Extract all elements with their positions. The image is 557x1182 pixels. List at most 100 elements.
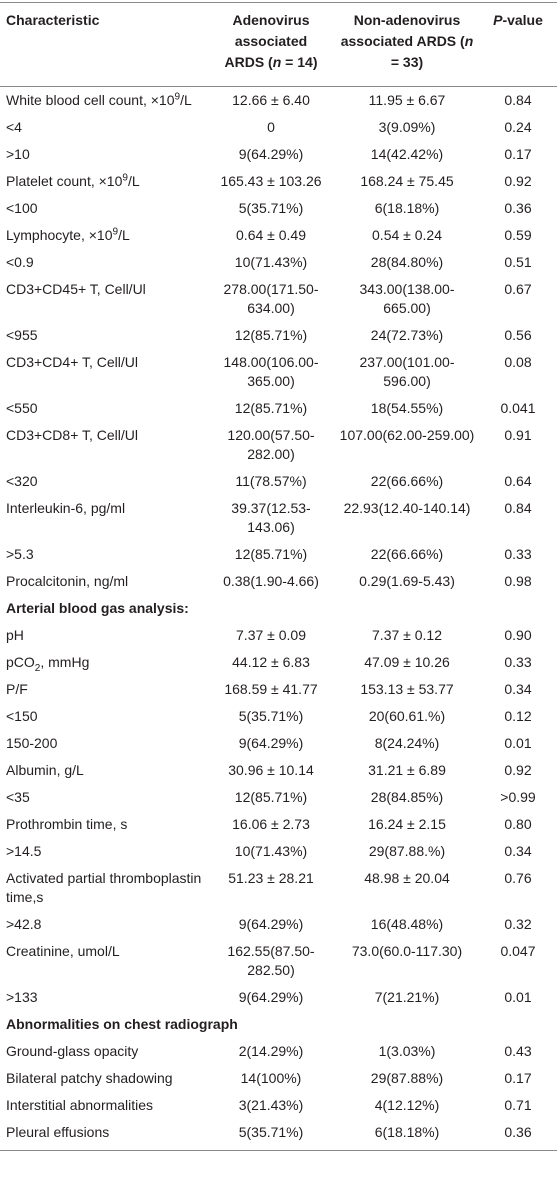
table-cell: 168.59 ± 41.77	[224, 681, 318, 697]
table-row: Arterial blood gas analysis:	[0, 595, 557, 622]
table-cell: 0.59	[504, 227, 532, 243]
table-cell: 0.32	[504, 916, 532, 932]
table-cell: 0.12	[504, 708, 532, 724]
header-row: Characteristic Adenovirus associated ARDS…	[0, 2, 557, 87]
table-cell: 0.047	[500, 943, 536, 959]
table-cell: 7.37 ± 0.12	[372, 627, 442, 643]
table-cell: 0.36	[479, 1119, 557, 1151]
table-cell: 0.64	[504, 473, 532, 489]
row-label: Prothrombin time, s	[6, 816, 128, 832]
table-cell: 153.13 ± 53.77	[360, 681, 454, 697]
cell-text-part: 9	[112, 226, 119, 238]
table-cell: 0.84	[504, 500, 532, 516]
row-label: CD3+CD8+ T, Cell/Ul	[6, 427, 139, 443]
table-cell: 0.041	[500, 400, 536, 416]
table-row: >5.3 12(85.71%) 22(66.66%) 0.33	[0, 541, 557, 568]
table-cell: 0.71	[504, 1097, 532, 1113]
cell-text-part: Lymphocyte, ×10	[6, 227, 113, 243]
table-cell: 16.06 ± 2.73	[232, 816, 310, 832]
table-cell: 0	[267, 119, 275, 135]
table-row: Abnormalities on chest radiograph	[0, 1011, 557, 1038]
table-cell: 51.23 ± 28.21	[228, 870, 314, 886]
table-cell: 0.80	[504, 816, 532, 832]
table-row: Bilateral patchy shadowing 14(100%) 29(87.…	[0, 1065, 557, 1092]
cell-text-part: pCO	[6, 654, 35, 670]
cell-text-part: 2	[34, 662, 41, 674]
table-cell: 8(24.24%)	[374, 735, 440, 751]
table-cell: 0.90	[504, 627, 532, 643]
table-row: Creatinine, umol/L 162.55(87.50-282.50) 73…	[0, 938, 557, 984]
row-label: Platelet count, ×109/L	[0, 168, 207, 195]
table-cell: 0.92	[504, 762, 532, 778]
row-label: Bilateral patchy shadowing	[6, 1070, 173, 1086]
row-label: pCO2, mmHg	[0, 649, 207, 676]
cell-text-part: /L	[118, 227, 130, 243]
cell-text-part: n	[272, 54, 282, 70]
row-label: <550	[6, 400, 38, 416]
table-cell: 0.98	[504, 573, 532, 589]
cell-text-part: = 33)	[390, 54, 424, 70]
table-cell: 12(85.71%)	[234, 327, 308, 343]
row-label: Lymphocyte, ×109/L	[0, 222, 207, 249]
table-row: >14.5 10(71.43%) 29(87.88.%) 0.34	[0, 838, 557, 865]
table-row: <320 11(78.57%) 22(66.66%) 0.64	[0, 468, 557, 495]
table-cell: 9(64.29%)	[238, 989, 304, 1005]
table-cell: 0.64 ± 0.49	[236, 227, 306, 243]
table-row: Platelet count, ×109/L 165.43 ± 103.26 168…	[0, 168, 557, 195]
table-header: Characteristic Adenovirus associated ARDS…	[0, 2, 557, 87]
table-cell: >0.99	[500, 789, 536, 805]
row-label: <100	[6, 200, 38, 216]
cell-text-part: White blood cell count, ×10	[6, 92, 175, 108]
table-cell: 12(85.71%)	[234, 546, 308, 562]
table-cell: 5(35.71%)	[207, 1119, 335, 1151]
table-cell: 0.56	[504, 327, 532, 343]
row-label: Ground-glass opacity	[6, 1043, 139, 1059]
table-cell: 5(35.71%)	[238, 708, 304, 724]
cell-text-part: = 14)	[281, 54, 318, 70]
table-cell: 47.09 ± 10.26	[364, 654, 450, 670]
table-row: P/F 168.59 ± 41.77 153.13 ± 53.77 0.34	[0, 676, 557, 703]
table-cell: 30.96 ± 10.14	[228, 762, 314, 778]
table-cell: 148.00(106.00-365.00)	[223, 354, 319, 389]
table-row: Lymphocyte, ×109/L 0.64 ± 0.49 0.54 ± 0.24…	[0, 222, 557, 249]
table-cell: 0.17	[504, 1070, 532, 1086]
table-cell: 24(72.73%)	[370, 327, 444, 343]
table-row: >10 9(64.29%) 14(42.42%) 0.17	[0, 141, 557, 168]
table-cell: 0.76	[504, 870, 532, 886]
table-cell: 16(48.48%)	[370, 916, 444, 932]
table-cell: 237.00(101.00-596.00)	[359, 354, 455, 389]
table-cell: 73.0(60.0-117.30)	[351, 943, 463, 959]
column-header: P-value	[479, 2, 557, 87]
table-body: White blood cell count, ×109/L 12.66 ± 6.…	[0, 87, 557, 1151]
table-cell: 22(66.66%)	[370, 473, 444, 489]
cell-text-part: P	[493, 12, 503, 28]
table-cell: 20(60.61.%)	[368, 708, 446, 724]
row-label: Interleukin-6, pg/ml	[6, 500, 126, 516]
row-label: White blood cell count, ×109/L	[0, 87, 207, 115]
table-row: Activated partial thromboplastin time,s 5…	[0, 865, 557, 911]
table-cell: 11(78.57%)	[235, 473, 307, 489]
table-row: >42.8 9(64.29%) 16(48.48%) 0.32	[0, 911, 557, 938]
table-cell: 12(85.71%)	[234, 789, 308, 805]
cell-text-part: -value	[502, 12, 543, 28]
table-cell: 0.33	[504, 546, 532, 562]
column-header: Non-adenovirus associated ARDS (n = 33)	[335, 2, 479, 87]
table-row: <550 12(85.71%) 18(54.55%) 0.041	[0, 395, 557, 422]
table-row: <0.9 10(71.43%) 28(84.80%) 0.51	[0, 249, 557, 276]
table-cell: 22(66.66%)	[370, 546, 444, 562]
cell-text-part: Platelet count, ×10	[6, 173, 123, 189]
table-cell: 1(3.03%)	[378, 1043, 436, 1059]
table-row: CD3+CD4+ T, Cell/Ul 148.00(106.00-365.00)…	[0, 349, 557, 395]
table-cell: 7.37 ± 0.09	[236, 627, 306, 643]
row-label: 150-200	[6, 735, 58, 751]
row-label: Activated partial thromboplastin time,s	[6, 870, 202, 905]
table-cell: 28(84.85%)	[370, 789, 444, 805]
table-cell: 0.01	[504, 989, 532, 1005]
table-cell: 0.24	[504, 119, 532, 135]
table-cell: 120.00(57.50-282.00)	[227, 427, 315, 462]
table-cell: 0.17	[504, 146, 532, 162]
cell-text-part: , mmHg	[40, 654, 90, 670]
row-label: <150	[6, 708, 38, 724]
table-row: pH 7.37 ± 0.09 7.37 ± 0.12 0.90	[0, 622, 557, 649]
